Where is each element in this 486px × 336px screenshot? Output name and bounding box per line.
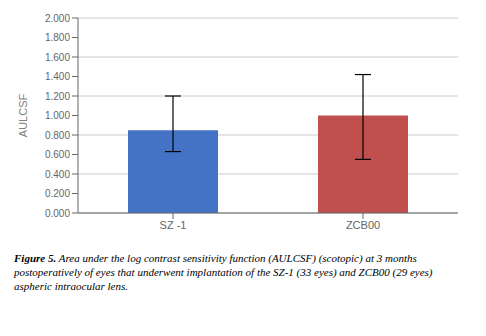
svg-text:0.400: 0.400 xyxy=(45,169,70,180)
svg-text:AULCSF: AULCSF xyxy=(17,94,29,138)
svg-text:1.600: 1.600 xyxy=(45,52,70,63)
svg-text:0.800: 0.800 xyxy=(45,130,70,141)
svg-text:1.200: 1.200 xyxy=(45,91,70,102)
svg-text:0.000: 0.000 xyxy=(45,208,70,219)
html-text:Figure 5. Area under the log c: Figure 5. Area under the log contrast se… xyxy=(14,252,433,292)
svg-text:2.000: 2.000 xyxy=(45,13,70,24)
svg-text:0.200: 0.200 xyxy=(45,188,70,199)
svg-text:1.800: 1.800 xyxy=(45,32,70,43)
svg-text:ZCB00: ZCB00 xyxy=(346,219,380,231)
svg-text:SZ -1: SZ -1 xyxy=(160,219,187,231)
svg-text:0.600: 0.600 xyxy=(45,149,70,160)
svg-text:1.000: 1.000 xyxy=(45,110,70,121)
svg-text:1.400: 1.400 xyxy=(45,71,70,82)
